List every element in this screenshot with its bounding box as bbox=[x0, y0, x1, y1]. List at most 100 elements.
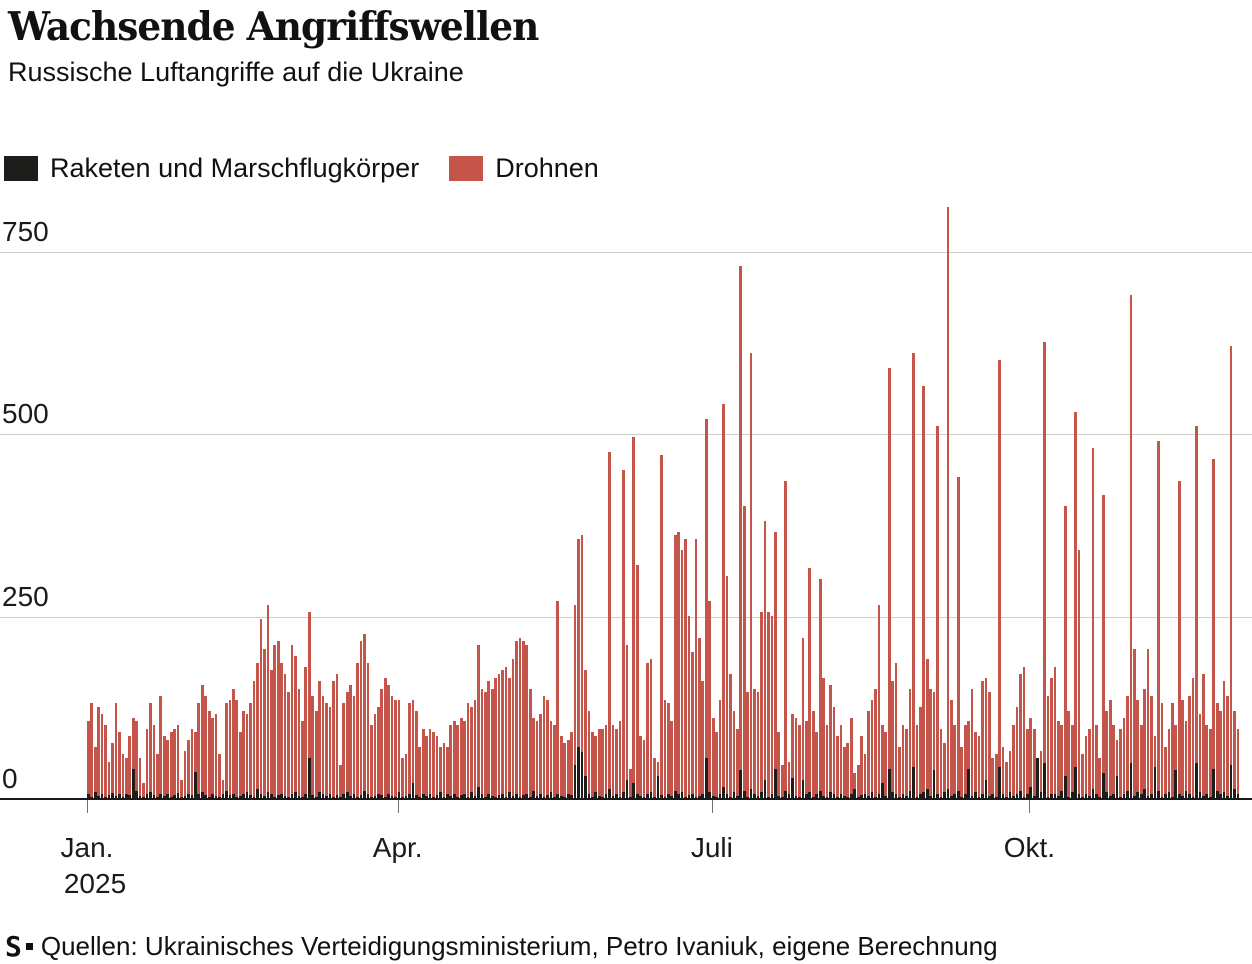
bar-drohnen bbox=[231, 688, 235, 798]
bar-raketen bbox=[490, 795, 494, 798]
bar-raketen bbox=[822, 795, 825, 798]
bar-raketen bbox=[1195, 763, 1198, 798]
bar-raketen bbox=[376, 793, 380, 798]
bar-raketen bbox=[442, 796, 446, 798]
bar-drohnen bbox=[1032, 728, 1036, 798]
bar-drohnen bbox=[591, 732, 594, 798]
bar-drohnen bbox=[352, 695, 356, 798]
bar-raketen bbox=[577, 746, 580, 798]
bar-drohnen bbox=[439, 746, 442, 798]
bar-raketen bbox=[635, 793, 639, 798]
bar-drohnen bbox=[915, 725, 919, 798]
bar-drohnen bbox=[573, 604, 577, 798]
bar-raketen bbox=[673, 790, 677, 798]
bar-raketen bbox=[566, 793, 570, 798]
bar-raketen bbox=[977, 796, 981, 798]
bar-raketen bbox=[836, 796, 839, 798]
bar-raketen bbox=[794, 795, 798, 798]
bar-raketen bbox=[214, 795, 218, 798]
bar-drohnen bbox=[1015, 706, 1019, 798]
bar-drohnen bbox=[1139, 725, 1143, 798]
bar-raketen bbox=[753, 794, 756, 798]
bar-raketen bbox=[953, 793, 957, 798]
bar-raketen bbox=[687, 795, 691, 798]
bar-drohnen bbox=[515, 641, 518, 798]
bar-drohnen bbox=[156, 754, 159, 798]
bar-drohnen bbox=[187, 739, 190, 798]
bar-drohnen bbox=[1177, 480, 1181, 798]
bar-raketen bbox=[483, 796, 487, 798]
bar-drohnen bbox=[87, 721, 90, 798]
bar-drohnen bbox=[228, 699, 232, 798]
bar-drohnen bbox=[880, 725, 884, 798]
bar-raketen bbox=[791, 778, 794, 798]
bar-drohnen bbox=[370, 725, 373, 798]
bar-raketen bbox=[304, 793, 308, 798]
bar-raketen bbox=[290, 794, 294, 798]
bar-raketen bbox=[297, 795, 301, 798]
bar-drohnen bbox=[421, 728, 425, 798]
bar-drohnen bbox=[1222, 681, 1226, 798]
x-axis-tick bbox=[397, 800, 399, 813]
bar-raketen bbox=[183, 795, 187, 798]
bar-raketen bbox=[715, 796, 718, 798]
bar-raketen bbox=[991, 793, 995, 798]
bar-raketen bbox=[532, 790, 535, 798]
bar-drohnen bbox=[376, 706, 380, 798]
bar-drohnen bbox=[1122, 717, 1126, 798]
bar-raketen bbox=[746, 796, 750, 798]
bar-raketen bbox=[625, 779, 629, 798]
bar-raketen bbox=[594, 792, 598, 798]
bar-drohnen bbox=[1202, 674, 1205, 798]
bar-drohnen bbox=[1129, 294, 1133, 798]
bar-raketen bbox=[280, 793, 283, 798]
bar-drohnen bbox=[118, 732, 121, 798]
bar-drohnen bbox=[459, 717, 463, 798]
bar-drohnen bbox=[1174, 725, 1178, 798]
bar-raketen bbox=[994, 796, 998, 798]
bar-drohnen bbox=[449, 725, 453, 798]
bar-raketen bbox=[801, 779, 805, 798]
bar-raketen bbox=[698, 795, 701, 798]
bar-raketen bbox=[573, 765, 577, 798]
bar-drohnen bbox=[767, 612, 770, 798]
bar-drohnen bbox=[559, 736, 563, 798]
bar-raketen bbox=[97, 795, 101, 798]
bar-drohnen bbox=[280, 663, 283, 798]
bar-raketen bbox=[1088, 795, 1091, 798]
bar-raketen bbox=[735, 795, 739, 798]
bar-raketen bbox=[463, 794, 466, 798]
bar-drohnen bbox=[1025, 728, 1029, 798]
bar-drohnen bbox=[497, 674, 501, 798]
bar-drohnen bbox=[283, 674, 287, 798]
bar-raketen bbox=[846, 796, 850, 798]
bar-raketen bbox=[435, 795, 439, 798]
bar-drohnen bbox=[553, 725, 556, 798]
bar-raketen bbox=[811, 796, 815, 798]
bar-drohnen bbox=[956, 477, 960, 798]
bar-drohnen bbox=[805, 721, 808, 798]
bar-raketen bbox=[1129, 763, 1133, 798]
bar-raketen bbox=[421, 793, 425, 798]
bar-drohnen bbox=[918, 706, 922, 798]
bar-raketen bbox=[1164, 794, 1167, 798]
bar-raketen bbox=[87, 794, 90, 798]
bar-raketen bbox=[680, 792, 684, 798]
bar-raketen bbox=[1184, 790, 1188, 798]
bar-drohnen bbox=[128, 736, 132, 798]
bar-raketen bbox=[387, 794, 391, 798]
bar-drohnen bbox=[608, 451, 611, 798]
bar-raketen bbox=[197, 794, 201, 798]
bar-raketen bbox=[301, 796, 304, 798]
bar-drohnen bbox=[508, 677, 511, 798]
bar-drohnen bbox=[660, 455, 663, 798]
bar-raketen bbox=[1043, 763, 1046, 798]
bar-raketen bbox=[1177, 793, 1181, 798]
bar-raketen bbox=[131, 768, 135, 798]
bar-raketen bbox=[1212, 768, 1216, 798]
bar-raketen bbox=[632, 783, 636, 798]
bar-drohnen bbox=[818, 579, 822, 798]
bar-raketen bbox=[877, 794, 881, 798]
bar-raketen bbox=[587, 794, 591, 798]
bar-drohnen bbox=[991, 757, 995, 798]
